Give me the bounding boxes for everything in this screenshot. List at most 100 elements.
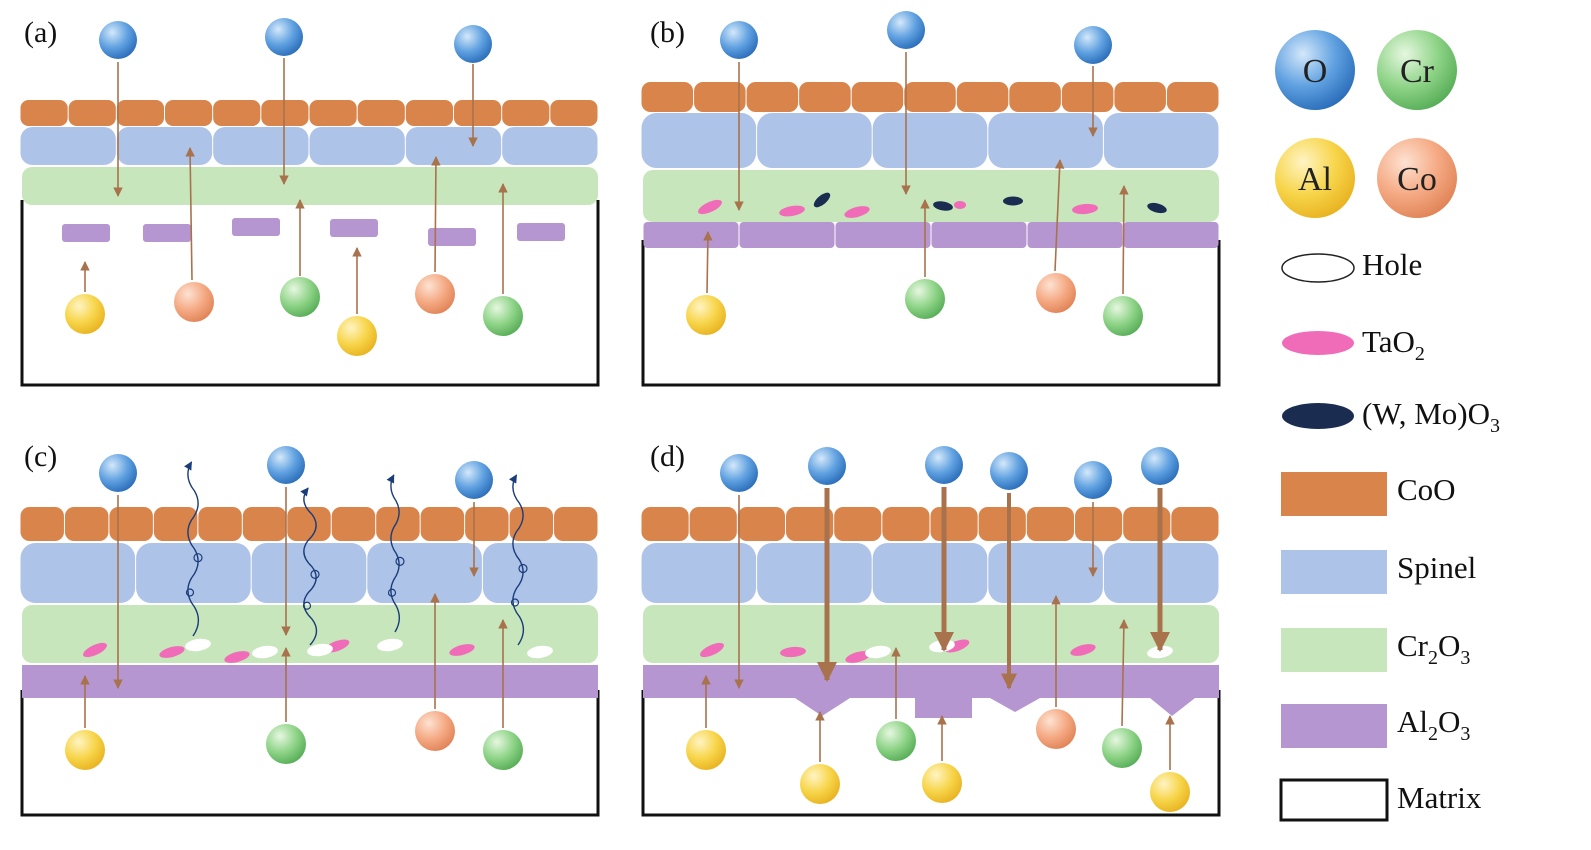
matrix-outline bbox=[20, 690, 600, 817]
al-atom bbox=[1150, 772, 1190, 812]
co-atom bbox=[174, 282, 214, 322]
co-atom bbox=[1036, 709, 1076, 749]
coo-grain bbox=[213, 100, 261, 126]
coo-swatch bbox=[1281, 472, 1387, 516]
o-atom bbox=[1074, 26, 1112, 64]
o-atom bbox=[990, 452, 1028, 490]
legend-coo-label: CoO bbox=[1397, 472, 1456, 507]
co-atom bbox=[1036, 273, 1076, 313]
gas-escape-path bbox=[386, 474, 400, 633]
spinel-grain bbox=[116, 127, 213, 165]
al-atom bbox=[686, 295, 726, 335]
coo-grain bbox=[198, 507, 242, 541]
wmoo3-particle bbox=[813, 192, 831, 208]
matrix-outline bbox=[20, 200, 600, 387]
legend-matrix-label: Matrix bbox=[1397, 780, 1482, 815]
coo-grain bbox=[799, 82, 851, 112]
spinel-grain bbox=[213, 127, 309, 165]
tao2-particle bbox=[954, 201, 966, 209]
coo-grain bbox=[420, 507, 465, 541]
spinel-swatch bbox=[1281, 550, 1387, 594]
cr2o3-layer bbox=[643, 170, 1219, 222]
o-atom bbox=[720, 21, 758, 59]
panel-label-c: (c) bbox=[24, 440, 57, 473]
tao2-particle bbox=[224, 651, 250, 663]
gas-escape-path bbox=[509, 474, 525, 646]
legend-hole-label: Hole bbox=[1362, 247, 1422, 282]
coo-grain bbox=[737, 507, 785, 541]
al2o3-island bbox=[62, 224, 110, 242]
tao2-particle bbox=[845, 651, 871, 663]
hole bbox=[252, 645, 278, 659]
legend-cr2o3-label: Cr2O3 bbox=[1397, 628, 1470, 669]
spinel-grain bbox=[1103, 113, 1219, 168]
spinel-grain bbox=[502, 127, 598, 165]
coo-grain bbox=[1171, 507, 1219, 541]
cr2o3-swatch bbox=[1281, 628, 1387, 672]
al2o3-grain bbox=[1123, 222, 1219, 248]
coo-grain bbox=[331, 507, 376, 541]
legend: O Cr Al Co Hole TaO2 (W, Mo)O3 CoO Spine… bbox=[1275, 30, 1500, 822]
coo-grain bbox=[68, 100, 116, 126]
wmoo3-particle bbox=[1003, 196, 1023, 206]
o-atom bbox=[265, 18, 303, 56]
tao2-particle bbox=[159, 646, 185, 658]
spinel-grain bbox=[872, 113, 988, 168]
gas-loop bbox=[387, 588, 397, 597]
spinel-grain bbox=[988, 543, 1103, 603]
coo-grain bbox=[109, 507, 153, 541]
coo-grain bbox=[834, 507, 882, 541]
co-atom bbox=[415, 711, 455, 751]
coo-grain bbox=[1166, 82, 1219, 112]
coo-grain bbox=[64, 507, 109, 541]
o-atom bbox=[454, 25, 492, 63]
cr-atom bbox=[483, 296, 523, 336]
al-atom-icon bbox=[1275, 138, 1355, 218]
legend-cr: Cr bbox=[1377, 30, 1457, 110]
coo-grain bbox=[1114, 82, 1166, 112]
spinel-grain bbox=[757, 113, 872, 168]
gas-loop bbox=[193, 553, 203, 563]
coo-grain bbox=[405, 100, 453, 126]
coo-grain bbox=[786, 507, 834, 541]
cr-atom bbox=[1102, 728, 1142, 768]
gas-loop bbox=[310, 569, 320, 579]
o-atom bbox=[455, 461, 493, 499]
diffusion-arrow bbox=[1119, 619, 1129, 727]
hole bbox=[185, 638, 211, 652]
hole-icon bbox=[1281, 253, 1355, 283]
coo-grain bbox=[956, 82, 1009, 112]
legend-cr-label: Cr bbox=[1400, 53, 1435, 90]
al2o3-layer bbox=[643, 665, 1219, 718]
legend-tao2-label: TaO2 bbox=[1362, 324, 1425, 365]
coo-grain bbox=[554, 507, 598, 541]
coo-grain bbox=[242, 507, 287, 541]
al2o3-island bbox=[330, 219, 378, 237]
al2o3-swatch bbox=[1281, 704, 1387, 748]
cr-atom-icon bbox=[1377, 30, 1457, 110]
coo-grain bbox=[641, 507, 689, 541]
coo-grain bbox=[454, 100, 502, 126]
matrix-outline bbox=[641, 240, 1221, 387]
spinel-grain bbox=[988, 113, 1103, 168]
gas-loop bbox=[302, 601, 312, 610]
cr-atom bbox=[280, 277, 320, 317]
cr-atom bbox=[905, 279, 945, 319]
o-atom bbox=[887, 11, 925, 49]
gas-escape-path bbox=[184, 461, 200, 637]
co-atom-icon bbox=[1377, 138, 1457, 218]
panel-d bbox=[641, 446, 1221, 817]
al-atom bbox=[65, 730, 105, 770]
al2o3-grain bbox=[739, 222, 835, 248]
o-atom bbox=[720, 454, 758, 492]
al2o3-island bbox=[232, 218, 280, 236]
wmoo3-particle bbox=[933, 201, 953, 211]
spinel-grain bbox=[872, 543, 988, 603]
al2o3-island bbox=[517, 223, 565, 241]
al2o3-grain bbox=[835, 222, 931, 248]
legend-al2o3-label: Al2O3 bbox=[1397, 704, 1470, 745]
tao2-particle bbox=[844, 206, 870, 218]
tao2-particle bbox=[779, 205, 805, 217]
legend-spinel-label: Spinel bbox=[1397, 550, 1476, 585]
